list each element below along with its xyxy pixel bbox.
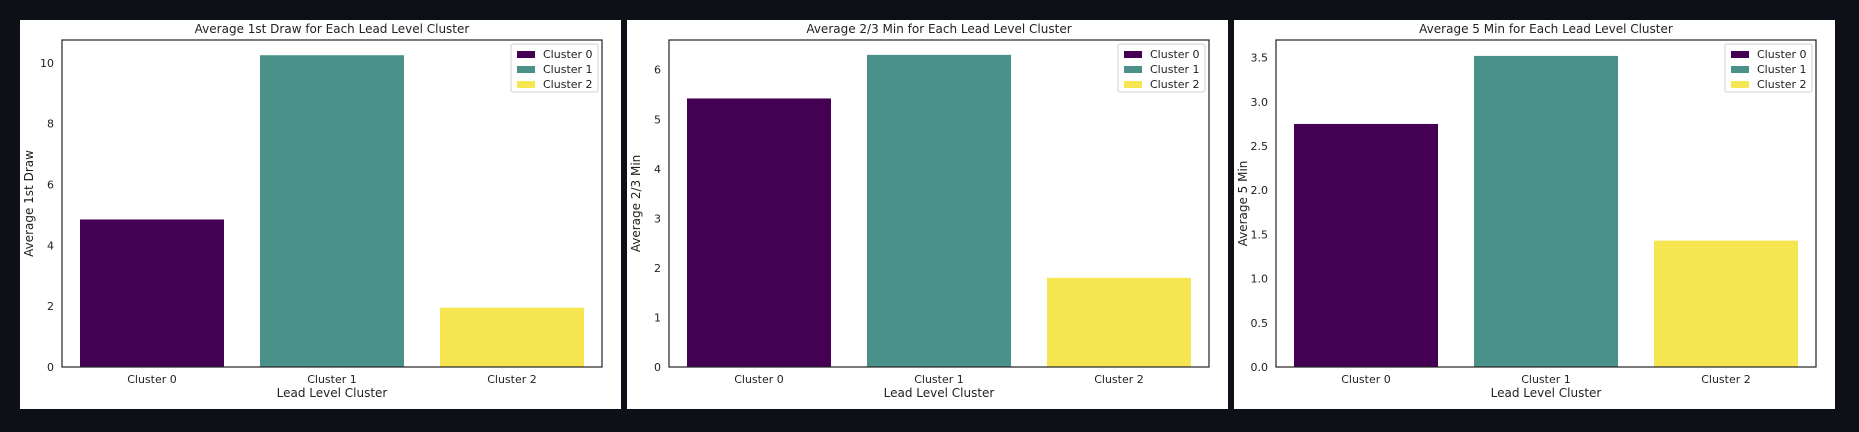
bar-cluster-0 (1294, 123, 1438, 367)
y-tick-label: 0.0 (1251, 361, 1269, 374)
x-axis-label: Lead Level Cluster (884, 386, 995, 400)
legend-swatch-cluster-1 (1124, 66, 1142, 73)
plot-frame (668, 39, 1210, 368)
y-tick-label: 4 (47, 239, 54, 252)
x-tick-label-cluster-2: Cluster 2 (1701, 373, 1751, 386)
bar-cluster-1 (867, 54, 1011, 367)
chart-svg-5-min: Average 5 Min for Each Lead Level Cluste… (1236, 22, 1817, 400)
legend-swatch-cluster-2 (517, 81, 535, 88)
legend-label-cluster-2: Cluster 2 (1150, 78, 1200, 91)
y-tick-label: 0 (654, 361, 661, 374)
legend-swatch-cluster-0 (517, 51, 535, 58)
legend-label-cluster-0: Cluster 0 (1150, 48, 1200, 61)
legend-label-cluster-1: Cluster 1 (543, 63, 593, 76)
bar-cluster-1 (260, 55, 404, 368)
x-tick-label-cluster-1: Cluster 1 (307, 373, 357, 386)
chart-svg-2-3-min: Average 2/3 Min for Each Lead Level Clus… (629, 22, 1210, 400)
chart-panel-5-min: Average 5 Min for Each Lead Level Cluste… (1234, 20, 1835, 409)
x-tick-label-cluster-0: Cluster 0 (734, 373, 784, 386)
y-tick-label: 2 (654, 262, 661, 275)
y-tick-label: 1.0 (1251, 273, 1269, 286)
bar-cluster-1 (1474, 55, 1618, 367)
y-axis-label: Average 1st Draw (22, 150, 36, 257)
chart-title: Average 1st Draw for Each Lead Level Clu… (195, 22, 470, 36)
legend-swatch-cluster-0 (1731, 51, 1749, 58)
chart-title: Average 2/3 Min for Each Lead Level Clus… (806, 22, 1071, 36)
legend-label-cluster-2: Cluster 2 (543, 78, 593, 91)
bar-cluster-2 (440, 307, 584, 367)
chart-svg-1st-draw: Average 1st Draw for Each Lead Level Clu… (22, 22, 603, 400)
y-tick-label: 4 (654, 163, 661, 176)
chart-title: Average 5 Min for Each Lead Level Cluste… (1419, 22, 1673, 36)
legend-label-cluster-0: Cluster 0 (543, 48, 593, 61)
y-tick-label: 5 (654, 113, 661, 126)
x-tick-label-cluster-2: Cluster 2 (487, 373, 537, 386)
legend: Cluster 0 Cluster 1 Cluster 2 (1117, 43, 1206, 93)
y-tick-label: 0 (47, 361, 54, 374)
bar-cluster-2 (1047, 277, 1191, 367)
y-tick-label: 2 (47, 300, 54, 313)
y-tick-label: 3.0 (1251, 96, 1269, 109)
plot-frame (1275, 39, 1817, 368)
legend-swatch-cluster-1 (1731, 66, 1749, 73)
y-tick-label: 3 (654, 212, 661, 225)
chart-panel-1st-draw: Average 1st Draw for Each Lead Level Clu… (20, 20, 621, 409)
y-tick-label: 6 (47, 178, 54, 191)
y-tick-label: 8 (47, 118, 54, 131)
x-axis-label: Lead Level Cluster (1491, 386, 1602, 400)
y-tick-label: 2.0 (1251, 184, 1269, 197)
y-axis-label: Average 2/3 Min (629, 155, 643, 253)
legend-swatch-cluster-2 (1731, 81, 1749, 88)
y-tick-label: 0.5 (1251, 317, 1269, 330)
legend-swatch-cluster-1 (517, 66, 535, 73)
legend-swatch-cluster-2 (1124, 81, 1142, 88)
y-tick-label: 1 (654, 311, 661, 324)
y-axis-label: Average 5 Min (1236, 161, 1250, 247)
x-axis-label: Lead Level Cluster (277, 386, 388, 400)
y-tick-label: 3.5 (1251, 52, 1269, 65)
x-tick-label-cluster-1: Cluster 1 (914, 373, 964, 386)
plot-frame (61, 39, 603, 368)
bar-cluster-2 (1654, 240, 1798, 367)
x-tick-label-cluster-2: Cluster 2 (1094, 373, 1144, 386)
y-tick-label: 2.5 (1251, 140, 1269, 153)
legend: Cluster 0 Cluster 1 Cluster 2 (510, 43, 599, 93)
legend-label-cluster-2: Cluster 2 (1757, 78, 1807, 91)
bar-cluster-0 (687, 98, 831, 368)
legend-label-cluster-1: Cluster 1 (1757, 63, 1807, 76)
bar-cluster-0 (80, 219, 224, 367)
x-tick-label-cluster-0: Cluster 0 (1341, 373, 1391, 386)
chart-panel-2-3-min: Average 2/3 Min for Each Lead Level Clus… (627, 20, 1228, 409)
legend-label-cluster-0: Cluster 0 (1757, 48, 1807, 61)
y-tick-label: 6 (654, 64, 661, 77)
x-tick-label-cluster-0: Cluster 0 (127, 373, 177, 386)
legend-swatch-cluster-0 (1124, 51, 1142, 58)
legend-label-cluster-1: Cluster 1 (1150, 63, 1200, 76)
x-tick-label-cluster-1: Cluster 1 (1521, 373, 1571, 386)
legend: Cluster 0 Cluster 1 Cluster 2 (1724, 43, 1813, 93)
y-tick-label: 1.5 (1251, 228, 1269, 241)
y-tick-label: 10 (40, 57, 54, 70)
